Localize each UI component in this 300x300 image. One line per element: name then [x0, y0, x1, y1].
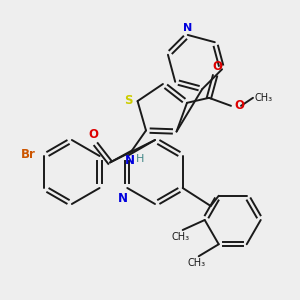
Text: S: S [124, 94, 133, 106]
Text: Br: Br [21, 148, 36, 160]
Text: O: O [212, 60, 222, 73]
Text: CH₃: CH₃ [255, 93, 273, 103]
Text: O: O [88, 128, 98, 142]
Text: CH₃: CH₃ [188, 258, 206, 268]
Text: O: O [234, 99, 244, 112]
Text: N: N [125, 154, 135, 167]
Text: CH₃: CH₃ [172, 232, 190, 242]
Text: H: H [136, 154, 144, 164]
Text: N: N [118, 192, 128, 205]
Text: N: N [183, 23, 192, 33]
